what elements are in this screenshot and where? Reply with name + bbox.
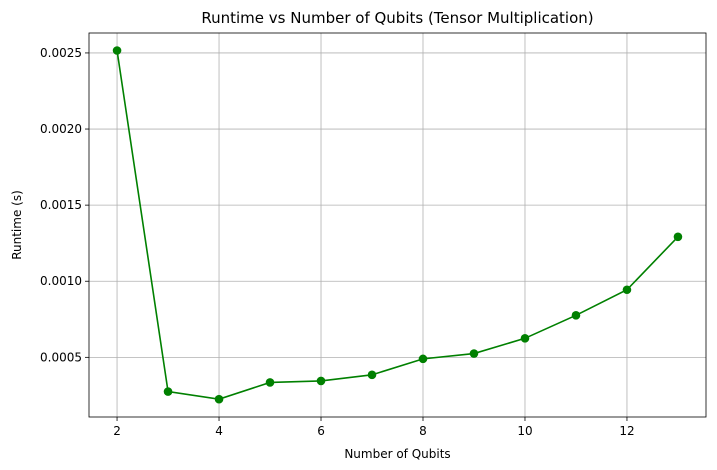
series-line xyxy=(116,50,679,401)
x-tick-label: 10 xyxy=(517,424,532,438)
data-point xyxy=(622,285,632,295)
series-layer xyxy=(112,46,683,404)
y-tick-label: 0.0020 xyxy=(40,122,82,136)
axes: 2 4 6 8 10 12 0.0005 0.0010 0.0015 0.0020 0.0025 xyxy=(40,46,635,438)
y-tick-label: 0.0015 xyxy=(40,198,82,212)
x-tick-label: 12 xyxy=(619,424,634,438)
y-tick-label: 0.0005 xyxy=(40,350,82,364)
data-point xyxy=(418,354,428,364)
x-tick-label: 4 xyxy=(215,424,223,438)
x-axis-label: Number of Qubits xyxy=(344,447,450,461)
chart-title: Runtime vs Number of Qubits (Tensor Mult… xyxy=(201,9,593,27)
data-point xyxy=(469,349,479,358)
data-point xyxy=(520,334,530,343)
x-tick-label: 8 xyxy=(419,424,427,438)
grid xyxy=(89,33,706,417)
x-tick-label: 2 xyxy=(113,424,121,438)
y-tick-label: 0.0025 xyxy=(40,46,82,60)
data-point xyxy=(112,46,122,55)
data-point xyxy=(673,232,683,242)
data-point xyxy=(367,370,377,380)
x-tick-label: 6 xyxy=(317,424,325,438)
data-point xyxy=(571,311,581,320)
y-tick-label: 0.0010 xyxy=(40,274,82,288)
data-point xyxy=(265,378,275,387)
y-axis-label: Runtime (s) xyxy=(10,190,24,260)
plot-frame xyxy=(88,32,707,418)
data-point xyxy=(214,394,224,404)
data-point xyxy=(316,376,326,386)
data-point xyxy=(163,387,173,396)
